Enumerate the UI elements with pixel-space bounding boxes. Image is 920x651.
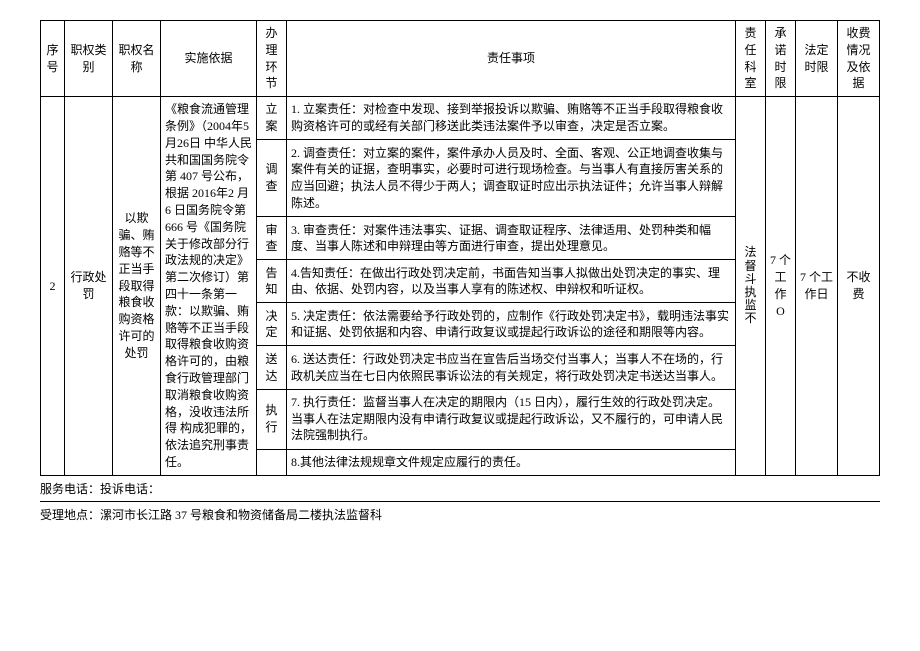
cell-link: 审查 [257, 217, 287, 260]
cell-fee: 不收费 [838, 97, 880, 476]
cell-resp: 4.告知责任：在做出行政处罚决定前，书面告知当事人拟做出处罚决定的事实、理由、依… [287, 260, 736, 303]
h-name: 职权名称 [113, 21, 161, 97]
main-table: 序号 职权类别 职权名称 实施依据 办理环节 责任事项 责任科室 承诺时限 法定… [40, 20, 880, 476]
cell-resp: 8.其他法律法规规章文件规定应履行的责任。 [287, 449, 736, 475]
cell-name: 以欺骗、贿赂等不正当手段取得粮食收购资格许可的处罚 [113, 97, 161, 476]
cell-resp: 1. 立案责任：对检查中发现、接到举报投诉以欺骗、贿赂等不正当手段取得粮食收购资… [287, 97, 736, 140]
cell-seq: 2 [41, 97, 65, 476]
cell-basis: 《粮食流通管理条例》（2004年5月26日 中华人民共和国国务院令 第 407 … [161, 97, 257, 476]
table-row: 2 行政处罚 以欺骗、贿赂等不正当手段取得粮食收购资格许可的处罚 《粮食流通管理… [41, 97, 880, 140]
h-category: 职权类别 [65, 21, 113, 97]
cell-link [257, 449, 287, 475]
footer-phone: 服务电话：投诉电话： [40, 476, 880, 502]
h-fee: 收费情况及依据 [838, 21, 880, 97]
cell-resp: 2. 调查责任：对立案的案件，案件承办人员及时、全面、客观、公正地调查收集与案件… [287, 140, 736, 217]
h-seq: 序号 [41, 21, 65, 97]
h-basis: 实施依据 [161, 21, 257, 97]
cell-resp: 5. 决定责任：依法需要给予行政处罚的，应制作《行政处罚决定书》，载明违法事实和… [287, 303, 736, 346]
cell-resp: 7. 执行责任：监督当事人在决定的期限内（15 日内），履行生效的行政处罚决定。… [287, 389, 736, 449]
cell-link: 立案 [257, 97, 287, 140]
cell-link: 决定 [257, 303, 287, 346]
footer-address: 受理地点：漯河市长江路 37 号粮食和物资储备局二楼执法监督科 [40, 502, 880, 527]
document-root: 序号 职权类别 职权名称 实施依据 办理环节 责任事项 责任科室 承诺时限 法定… [40, 20, 880, 527]
h-legal-time: 法定时限 [796, 21, 838, 97]
h-promise-time: 承诺时限 [766, 21, 796, 97]
cell-dept: 法督斗执监不 [736, 97, 766, 476]
cell-link: 告知 [257, 260, 287, 303]
cell-promise-time: 7 个工作 O [766, 97, 796, 476]
cell-legal-time: 7 个工作日 [796, 97, 838, 476]
cell-resp: 3. 审查责任：对案件违法事实、证据、调查取证程序、法律适用、处罚种类和幅度、当… [287, 217, 736, 260]
h-dept: 责任科室 [736, 21, 766, 97]
h-link: 办理环节 [257, 21, 287, 97]
header-row: 序号 职权类别 职权名称 实施依据 办理环节 责任事项 责任科室 承诺时限 法定… [41, 21, 880, 97]
cell-link: 执行 [257, 389, 287, 449]
h-resp: 责任事项 [287, 21, 736, 97]
cell-link: 送达 [257, 346, 287, 389]
cell-link: 调查 [257, 140, 287, 217]
cell-resp: 6. 送达责任：行政处罚决定书应当在宣告后当场交付当事人；当事人不在场的，行政机… [287, 346, 736, 389]
cell-category: 行政处罚 [65, 97, 113, 476]
